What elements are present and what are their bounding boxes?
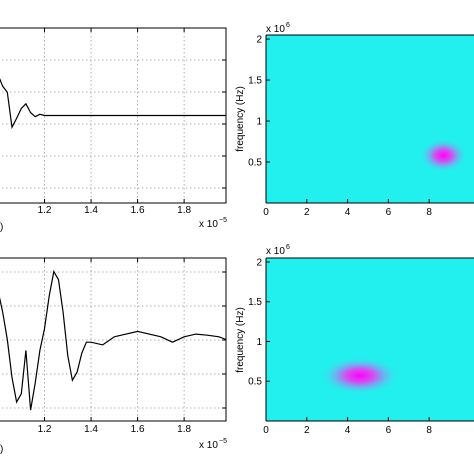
- y-ticks: 0.5 1 1.5 2: [248, 257, 270, 388]
- y-exponent-label: x 10: [266, 246, 285, 257]
- panel-label-fragment: ): [0, 444, 3, 455]
- grid: [0, 28, 226, 203]
- panel-label-fragment: ): [0, 222, 3, 233]
- x-tick-label: 1.8: [177, 205, 191, 216]
- panel-bottom-right: 0.5 1 1.5 2 0 2 4 6 8 x 10 6 frequency (Hz): [235, 244, 474, 436]
- x-exponent-power: −5: [219, 217, 227, 224]
- panel-top-right: 0.5 1 1.5 2 0 2 4 6 8 x 10 6 frequency (Hz): [235, 22, 474, 218]
- x-ticks: 0 2 4 6 8: [263, 417, 432, 436]
- x-tick-label: 6: [386, 207, 392, 218]
- y-axis-label: frequency (Hz): [235, 86, 246, 152]
- panel-bottom-left: 1.2 1.4 1.6 1.8 x 10 −5 ): [0, 257, 227, 455]
- x-ticks: 0 2 4 6 8: [263, 199, 432, 218]
- plot-frame: [0, 257, 227, 422]
- y-exponent-power: 6: [286, 244, 290, 251]
- x-tick-label: 1.4: [84, 424, 98, 435]
- series-line: [0, 269, 227, 411]
- heatmap-background: [266, 258, 474, 421]
- y-tick-label: 2: [256, 35, 262, 46]
- x-tick-label: 0: [263, 207, 269, 218]
- heatmap-peak: [419, 138, 468, 173]
- y-tick-label: 2: [256, 257, 262, 268]
- x-exponent-power: −5: [219, 438, 227, 445]
- y-exponent-label: x 10: [266, 24, 285, 35]
- x-tick-label: 1.6: [131, 205, 145, 216]
- x-tick-label: 8: [426, 425, 432, 436]
- x-tick-label: 2: [304, 425, 310, 436]
- y-tick-label: 1.5: [248, 297, 262, 308]
- y-exponent-power: 6: [286, 22, 290, 29]
- y-tick-label: 1.5: [248, 76, 262, 87]
- y-tick-label: 0.5: [248, 158, 262, 169]
- x-ticks: 1.2 1.4 1.6 1.8: [38, 28, 192, 216]
- x-tick-label: 1.4: [84, 205, 98, 216]
- heatmap-peak: [319, 356, 400, 395]
- x-ticks: 1.2 1.4 1.6 1.8: [38, 258, 192, 435]
- x-tick-label: 1.8: [177, 424, 191, 435]
- grid: [0, 258, 226, 421]
- y-tick-label: 1: [256, 337, 262, 348]
- x-tick-label: 4: [345, 425, 351, 436]
- x-tick-label: 1.2: [38, 424, 52, 435]
- y-tick-label: 1: [256, 117, 262, 128]
- y-tick-label: 0.5: [248, 377, 262, 388]
- y-axis-label: frequency (Hz): [235, 307, 246, 373]
- x-tick-label: 8: [426, 207, 432, 218]
- x-exponent-label: x 10: [199, 219, 218, 230]
- heatmap-background: [266, 35, 474, 203]
- x-exponent-label: x 10: [199, 440, 218, 451]
- x-tick-label: 1.6: [131, 424, 145, 435]
- x-tick-label: 4: [345, 207, 351, 218]
- y-ticks: 0.5 1 1.5 2: [248, 35, 270, 169]
- x-tick-label: 2: [304, 207, 310, 218]
- panel-top-left: 1.2 1.4 1.6 1.8 x 10 −5 ): [0, 27, 227, 233]
- series-line: [0, 78, 226, 130]
- x-tick-label: 0: [263, 425, 269, 436]
- x-tick-label: 6: [386, 425, 392, 436]
- x-tick-label: 1.2: [38, 205, 52, 216]
